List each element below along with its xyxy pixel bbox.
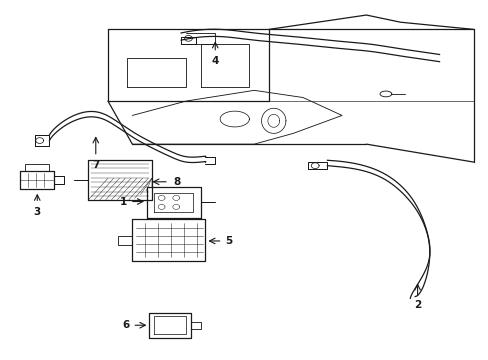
Text: 4: 4	[211, 56, 219, 66]
Text: 1: 1	[120, 197, 127, 207]
Text: 8: 8	[173, 177, 181, 187]
Text: 3: 3	[34, 207, 41, 217]
Text: 6: 6	[122, 320, 130, 330]
Text: 7: 7	[92, 160, 99, 170]
Text: 2: 2	[413, 300, 420, 310]
Text: 5: 5	[224, 236, 232, 246]
